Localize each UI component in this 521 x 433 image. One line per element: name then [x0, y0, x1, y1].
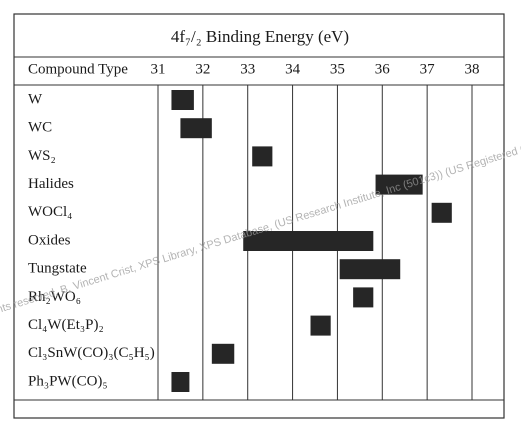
x-tick-label: 35 — [330, 61, 345, 77]
range-bar — [211, 343, 235, 364]
range-bar — [243, 231, 374, 251]
category-label: Ph₃PW(CO)₅ — [28, 373, 108, 389]
x-tick-label: 36 — [375, 61, 391, 77]
range-bar — [339, 259, 401, 280]
category-label: Cl₄W(Et₃P)₂ — [28, 317, 104, 333]
watermark-text: © 2020-2025, All copyrights reserved, B.… — [0, 109, 521, 352]
category-label: Halides — [28, 176, 74, 192]
range-bar — [431, 202, 452, 223]
range-bar — [171, 90, 194, 110]
frame — [13, 13, 505, 419]
range-bar — [180, 118, 212, 139]
range-bar — [252, 146, 273, 167]
category-label: Tungstate — [28, 261, 87, 277]
category-label: WS₂ — [28, 148, 56, 164]
category-label: Rh₂WO₆ — [28, 289, 81, 305]
category-label: WOCl₄ — [28, 204, 72, 220]
x-tick-label: 32 — [195, 61, 210, 77]
chart-title: 4f₇/₂ Binding Energy (eV) — [171, 27, 349, 46]
x-tick-label: 31 — [151, 61, 166, 77]
watermark: © 2020-2025, All copyrights reserved, B.… — [0, 109, 521, 352]
range-bar — [353, 287, 374, 308]
category-label: WC — [28, 120, 52, 136]
category-label: Cl₃SnW(CO)₃(C₅H₅) — [28, 345, 155, 361]
range-bar — [375, 174, 423, 195]
x-tick-label: 37 — [420, 61, 436, 77]
x-tick-label: 38 — [465, 61, 480, 77]
category-label: W — [28, 91, 43, 107]
category-header: Compound Type — [28, 61, 128, 77]
range-bar — [310, 315, 331, 336]
range-bar — [171, 372, 190, 392]
category-label: Oxides — [28, 232, 71, 248]
x-tick-label: 33 — [240, 61, 255, 77]
x-tick-label: 34 — [285, 61, 301, 77]
